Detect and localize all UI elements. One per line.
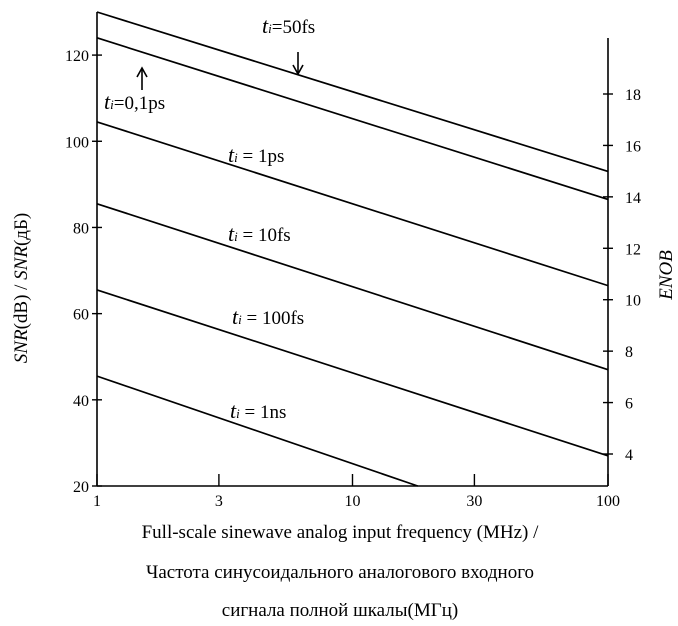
ylabel-snr-2: SNR — [11, 246, 32, 280]
y-right-ticks: 4 6 8 10 12 14 16 18 — [603, 87, 641, 464]
enob-tick-label-10: 10 — [625, 293, 641, 310]
series-label-0: ti=50fs — [262, 13, 315, 38]
label-subscript-4: i — [238, 312, 242, 327]
series-label-5: ti = 1ns — [230, 398, 286, 423]
label-value-2: = 1ps — [238, 146, 285, 167]
y-right-axis-title: ENOB — [656, 250, 677, 301]
enob-tick-label-6: 6 — [625, 396, 633, 413]
label-value-4: = 100fs — [242, 308, 304, 329]
label-symbol-2: t — [228, 142, 235, 167]
series-line-3 — [96, 202, 609, 371]
ylabel-unit-1: (dB) / — [11, 280, 32, 330]
label-symbol-1: t — [104, 89, 111, 114]
x-axis-title-line-3: сигнала полной шкалы(МГц) — [222, 600, 458, 621]
y-tick-label-120: 120 — [65, 48, 89, 65]
label-value-5: = 1ns — [240, 402, 287, 423]
enob-tick-label-4: 4 — [625, 447, 633, 464]
series-label-4: ti = 100fs — [232, 304, 304, 329]
x-tick-label-1: 1 — [93, 493, 101, 510]
label-value-3: = 10fs — [238, 225, 291, 246]
label-symbol-0: t — [262, 13, 269, 38]
series-line-2 — [96, 121, 609, 287]
label-symbol-3: t — [228, 221, 235, 246]
label-subscript-5: i — [236, 406, 240, 421]
axes — [96, 12, 609, 487]
series-label-2: ti = 1ps — [228, 142, 284, 167]
y-tick-label-20: 20 — [73, 479, 89, 496]
arrow-head-0 — [292, 64, 304, 76]
y-ticks: 20 40 60 80 100 120 — [65, 48, 102, 496]
x-tick-label-100: 100 — [596, 493, 620, 510]
enob-tick-label-18: 18 — [625, 87, 641, 104]
ylabel-snr-1: SNR — [11, 329, 32, 363]
series-line-4 — [96, 289, 609, 457]
label-subscript-3: i — [234, 229, 238, 244]
series-line-5 — [96, 375, 418, 487]
series-lines — [96, 11, 609, 487]
label-value-0: =50fs — [272, 17, 315, 38]
series-line-1 — [96, 37, 609, 201]
y-axis-title: SNR(dB) / SNR(дБ) — [11, 213, 32, 363]
enob-tick-label-14: 14 — [625, 190, 641, 207]
y-tick-label-100: 100 — [65, 134, 89, 151]
series-label-1: ti=0,1ps — [104, 89, 165, 114]
arrow-head-1 — [136, 66, 148, 78]
label-subscript-0: i — [268, 21, 272, 36]
x-tick-label-10: 10 — [345, 493, 361, 510]
x-axis-title-line-2: Частота синусоидального аналогового вход… — [146, 562, 534, 583]
label-subscript-2: i — [234, 150, 238, 165]
enob-tick-label-16: 16 — [625, 138, 641, 155]
ylabel-unit-2: (дБ) — [11, 213, 32, 246]
x-tick-label-30: 30 — [466, 493, 482, 510]
series-label-3: ti = 10fs — [228, 221, 291, 246]
x-ticks: 1 3 10 30 100 — [93, 474, 620, 510]
x-axis-title-line-1: Full-scale sinewave analog input frequen… — [142, 522, 539, 543]
y-tick-label-40: 40 — [73, 393, 89, 410]
enob-tick-label-12: 12 — [625, 241, 641, 258]
label-symbol-4: t — [232, 304, 239, 329]
y-tick-label-60: 60 — [73, 307, 89, 324]
x-tick-label-3: 3 — [215, 493, 223, 510]
label-subscript-1: i — [110, 97, 114, 112]
label-value-1: =0,1ps — [114, 93, 165, 114]
enob-tick-label-8: 8 — [625, 344, 633, 361]
series-line-0 — [96, 11, 609, 173]
label-symbol-5: t — [230, 398, 237, 423]
y-tick-label-80: 80 — [73, 220, 89, 237]
